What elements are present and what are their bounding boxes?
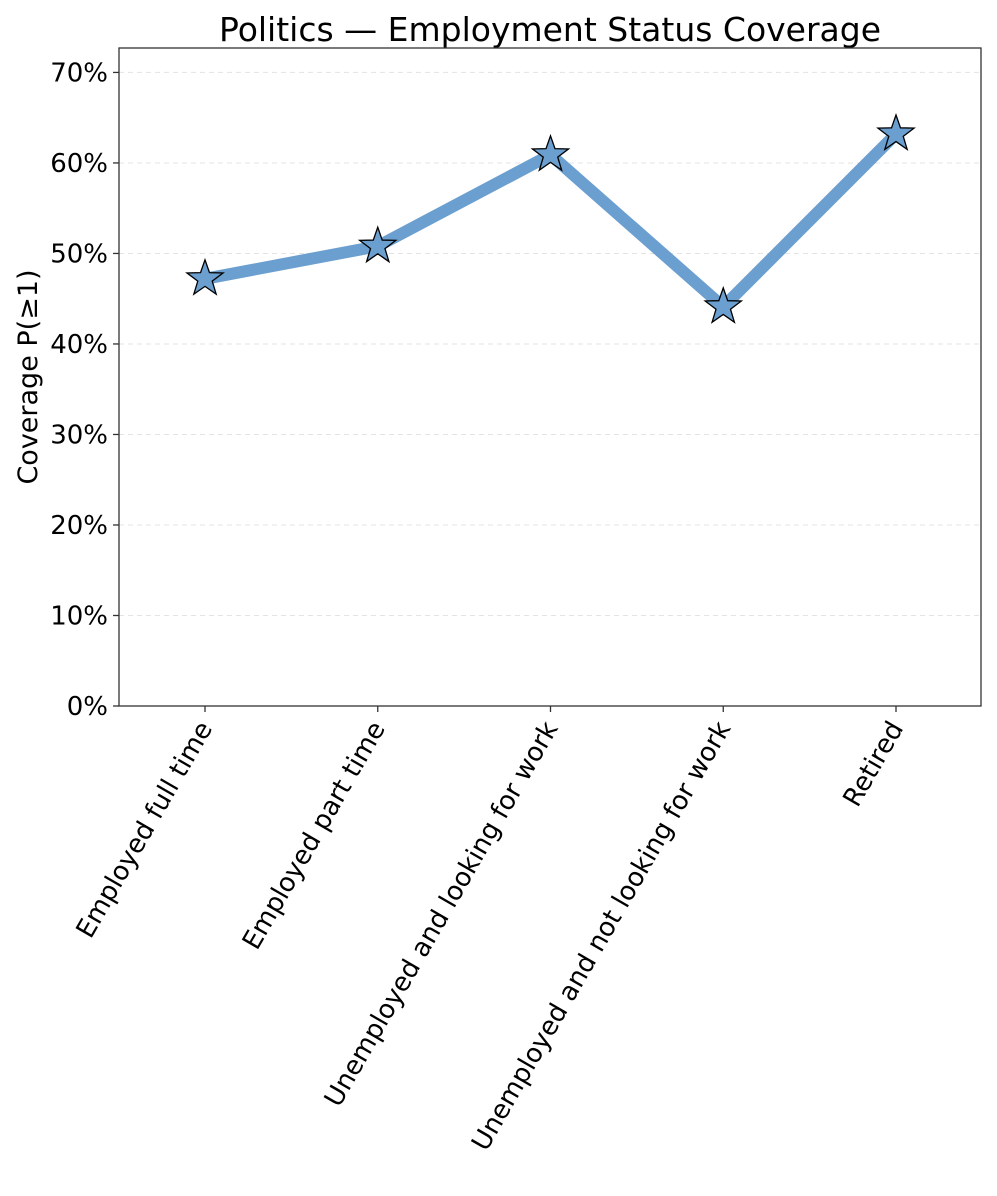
x-tick-label: Retired (838, 717, 910, 812)
y-tick-label: 10% (50, 601, 108, 631)
data-point-star (703, 285, 744, 324)
plot-frame (118, 47, 982, 707)
y-tick-label: 20% (50, 511, 108, 541)
x-tick-label: Employed part time (237, 717, 392, 955)
data-point-star (185, 257, 225, 296)
y-tick-label: 30% (50, 420, 108, 450)
x-tick-label: Employed full time (71, 717, 219, 944)
y-tick-label: 70% (50, 58, 108, 88)
data-point-star (876, 113, 916, 151)
y-tick-label: 50% (50, 239, 108, 269)
chart-title: Politics — Employment Status Coverage (219, 10, 881, 49)
data-point-star (530, 133, 571, 172)
data-point-star (357, 225, 398, 264)
y-tick-label: 60% (50, 149, 108, 179)
series-layer (185, 113, 916, 324)
y-tick-label: 40% (50, 330, 108, 360)
axis-ticks: 0% 10% 20% 30% 40% 50% 60% 70% Employed full tim… (50, 58, 910, 1156)
y-tick-label: 0% (67, 692, 108, 722)
y-axis-label: Coverage P(≥1) (13, 269, 44, 484)
